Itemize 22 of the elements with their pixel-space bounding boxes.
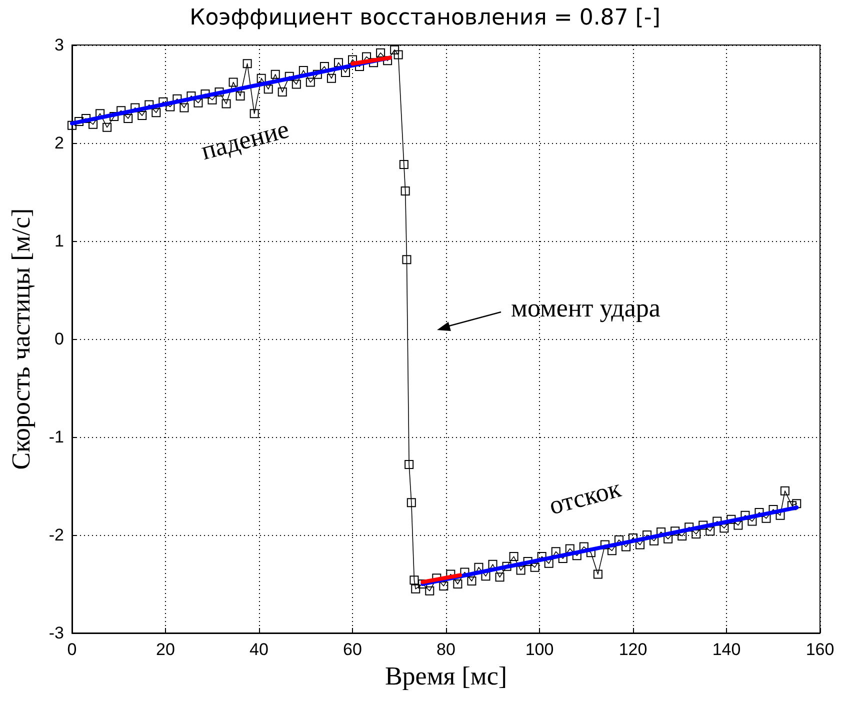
x-tick-label: 0 — [67, 640, 77, 659]
x-tick-label: 160 — [806, 640, 834, 659]
x-tick-label: 80 — [436, 640, 456, 659]
y-tick-label: -1 — [48, 428, 64, 446]
x-tick-label: 40 — [250, 640, 268, 659]
y-tick-label: 2 — [54, 134, 64, 152]
annotation: падение — [198, 114, 292, 166]
x-tick-label: 100 — [525, 640, 554, 659]
annotation: отскок — [546, 474, 624, 520]
x-tick-label: 140 — [712, 640, 741, 659]
y-tick-label: 0 — [54, 330, 64, 348]
x-tick-label: 60 — [343, 640, 362, 659]
chart-title: Коэффициент восстановления = 0.87 [-] — [190, 6, 660, 30]
y-tick-label: 1 — [54, 232, 64, 250]
y-tick-label: 3 — [54, 36, 64, 54]
y-tick-label: -2 — [48, 526, 64, 544]
y-axis-title: Скорость частицы [м/с] — [6, 208, 36, 470]
x-axis-title: Время [мс] — [384, 662, 508, 690]
x-tick-label: 120 — [618, 640, 648, 659]
annotation: момент удара — [511, 294, 661, 322]
y-tick-label: -3 — [48, 624, 64, 642]
x-tick-label: 20 — [156, 640, 175, 659]
